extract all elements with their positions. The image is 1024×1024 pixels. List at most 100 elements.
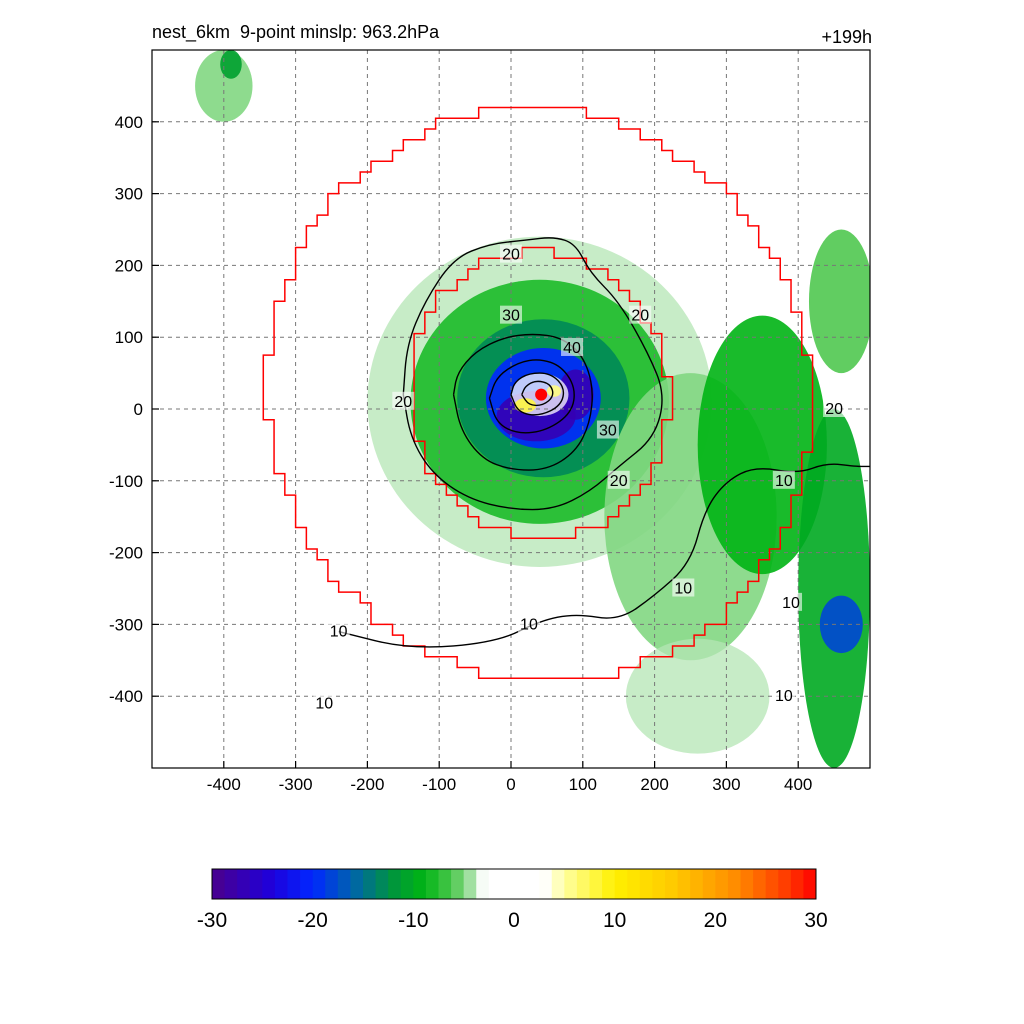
colorbar-cell (526, 869, 540, 899)
colorbar-cell (627, 869, 641, 899)
colorbar-cell (400, 869, 414, 899)
contour-label-bg (327, 621, 350, 640)
contour-label-bg (500, 244, 522, 263)
contour-label-bg (780, 592, 803, 611)
colorbar-cell (463, 869, 477, 899)
contour-line-4 (510, 372, 565, 416)
y-tick-label: -300 (109, 615, 143, 634)
x-tick-label: 400 (784, 775, 812, 794)
colorbar-cell (300, 869, 314, 899)
colorbar-cell (514, 869, 528, 899)
contour-label-0: 20 (502, 247, 520, 264)
contour-label-bg (517, 614, 540, 633)
x-tick-label: -400 (207, 775, 241, 794)
x-tick-label: -200 (350, 775, 384, 794)
colorbar-label: 10 (603, 909, 626, 932)
contour-label-6: 40 (563, 340, 581, 357)
colorbar-cell (715, 869, 729, 899)
x-tick-label: 200 (640, 775, 668, 794)
colorbar-cell (488, 869, 502, 899)
colorbar-cell (690, 869, 704, 899)
field-blob-11 (798, 409, 870, 768)
y-tick-label: -100 (109, 472, 143, 491)
colorbar-cell (212, 869, 226, 899)
contours: 20 20 20 20 30 30 40 10 10 10 10 10 10 10 20 (313, 237, 870, 712)
colorbar-cell (564, 869, 578, 899)
contour-label-8: 10 (520, 616, 538, 633)
colorbar-cell (539, 869, 553, 899)
colorbar-cell (388, 869, 402, 899)
colorbar-label: 30 (804, 909, 827, 932)
contour-label-1: 20 (631, 308, 649, 325)
colorbar-cell (363, 869, 377, 899)
contour-label-bg (596, 420, 619, 439)
colorbar-cell (476, 869, 490, 899)
contour-label-bg (500, 305, 522, 324)
colorbar-cell (325, 869, 339, 899)
x-tick-label: 100 (569, 775, 597, 794)
colorbar: -30 -20 -10 0 10 20 30 (197, 868, 828, 932)
colorbar-cell (639, 869, 653, 899)
axes: -400 -300 -200 -100 0 100 200 300 40040030020010… (109, 113, 812, 794)
y-tick-label: 100 (115, 328, 143, 347)
storm-center-marker (535, 388, 548, 401)
colorbar-cell (753, 869, 767, 899)
contour-label-bg (561, 337, 584, 356)
y-tick-label: 0 (134, 400, 143, 419)
contour-label-4: 30 (502, 308, 520, 325)
contour-label-13: 10 (775, 688, 793, 705)
field-blob-24 (489, 728, 605, 765)
colorbar-cell (589, 869, 603, 899)
colorbar-cell (727, 869, 741, 899)
colorbar-cell (702, 869, 716, 899)
colorbar-label: -20 (297, 909, 327, 932)
contour-label-bg (629, 305, 652, 324)
colorbar-cell (576, 869, 590, 899)
x-tick-label: -100 (422, 775, 456, 794)
contour-line-2 (452, 333, 593, 471)
colorbar-cell (451, 869, 465, 899)
colorbar-cell (803, 869, 817, 899)
colorbar-cell (790, 869, 804, 899)
contour-label-7: 10 (674, 581, 692, 598)
colorbar-cell (337, 869, 351, 899)
colorbar-cell (375, 869, 389, 899)
field-blob-15 (220, 50, 242, 79)
field-blob-13 (808, 229, 870, 374)
contour-label-9: 10 (330, 624, 348, 641)
field-blob-10 (697, 315, 827, 575)
contour-label-10: 10 (315, 695, 333, 712)
boundary-rings (262, 106, 814, 679)
colorbar-cell (413, 869, 427, 899)
boundary-ring-outer (262, 106, 814, 679)
colorbar-cell (602, 869, 616, 899)
plot-title: nest_6km 9-point minslp: 963.2hPa (152, 22, 440, 42)
contour-label-bg (672, 578, 695, 597)
colorbar-cell (501, 869, 515, 899)
colorbar-cell (237, 869, 251, 899)
contour-label-5: 30 (599, 423, 617, 440)
contour-label-bg (313, 693, 336, 712)
colorbar-cell (740, 869, 754, 899)
x-tick-label: 300 (712, 775, 740, 794)
field-blob-18 (299, 215, 364, 388)
colorbar-cell (438, 869, 452, 899)
contour-label-bg (392, 391, 415, 410)
colorbar-cell (765, 869, 779, 899)
contour-label-bg (607, 470, 630, 489)
y-tick-label: 300 (115, 185, 143, 204)
contour-label-12: 10 (782, 595, 800, 612)
contour-label-2: 20 (394, 394, 412, 411)
contour-line-5 (521, 380, 554, 407)
contour-label-bg (772, 686, 795, 705)
colorbar-cell (425, 869, 439, 899)
contour-label-3: 20 (610, 473, 628, 490)
contour-label-bg (823, 399, 846, 417)
colorbar-label: -30 (197, 909, 227, 932)
boundary-ring-inner (413, 246, 674, 539)
field-blob-17 (554, 137, 641, 164)
colorbar-label: 0 (508, 909, 520, 932)
field-blob-8 (546, 385, 562, 397)
colorbar-cell (312, 869, 326, 899)
